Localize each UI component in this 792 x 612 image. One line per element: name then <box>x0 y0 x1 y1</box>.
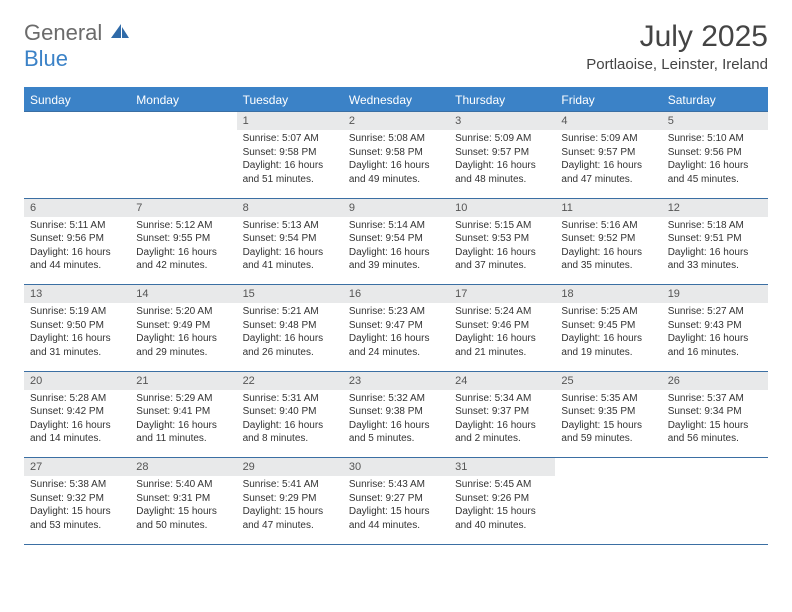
day-content-cell: Sunrise: 5:43 AMSunset: 9:27 PMDaylight:… <box>343 476 449 544</box>
day-content-cell <box>130 130 236 198</box>
title-block: July 2025 Portlaoise, Leinster, Ireland <box>586 20 768 73</box>
day-number-cell: 6 <box>24 198 130 217</box>
day-content-cell: Sunrise: 5:24 AMSunset: 9:46 PMDaylight:… <box>449 303 555 371</box>
day-content-cell <box>24 130 130 198</box>
daynum-row: 2728293031 <box>24 458 768 477</box>
day-number-cell: 8 <box>237 198 343 217</box>
day-number-cell: 13 <box>24 285 130 304</box>
day-content-cell: Sunrise: 5:45 AMSunset: 9:26 PMDaylight:… <box>449 476 555 544</box>
day-content-cell: Sunrise: 5:28 AMSunset: 9:42 PMDaylight:… <box>24 390 130 458</box>
daynum-row: 13141516171819 <box>24 285 768 304</box>
content-row: Sunrise: 5:11 AMSunset: 9:56 PMDaylight:… <box>24 217 768 285</box>
day-content-cell: Sunrise: 5:12 AMSunset: 9:55 PMDaylight:… <box>130 217 236 285</box>
day-content-cell: Sunrise: 5:41 AMSunset: 9:29 PMDaylight:… <box>237 476 343 544</box>
day-content-cell: Sunrise: 5:15 AMSunset: 9:53 PMDaylight:… <box>449 217 555 285</box>
day-number-cell: 11 <box>555 198 661 217</box>
day-content-cell: Sunrise: 5:40 AMSunset: 9:31 PMDaylight:… <box>130 476 236 544</box>
day-number-cell: 19 <box>662 285 768 304</box>
logo-sail-icon <box>109 22 131 40</box>
day-number-cell: 5 <box>662 112 768 131</box>
day-number-cell: 20 <box>24 371 130 390</box>
logo-text-blue: Blue <box>24 46 68 71</box>
day-number-cell <box>555 458 661 477</box>
day-number-cell: 24 <box>449 371 555 390</box>
day-number-cell: 21 <box>130 371 236 390</box>
day-number-cell: 9 <box>343 198 449 217</box>
content-row: Sunrise: 5:19 AMSunset: 9:50 PMDaylight:… <box>24 303 768 371</box>
day-content-cell <box>555 476 661 544</box>
day-content-cell: Sunrise: 5:19 AMSunset: 9:50 PMDaylight:… <box>24 303 130 371</box>
day-content-cell: Sunrise: 5:11 AMSunset: 9:56 PMDaylight:… <box>24 217 130 285</box>
day-content-cell: Sunrise: 5:32 AMSunset: 9:38 PMDaylight:… <box>343 390 449 458</box>
day-content-cell: Sunrise: 5:29 AMSunset: 9:41 PMDaylight:… <box>130 390 236 458</box>
day-content-cell: Sunrise: 5:14 AMSunset: 9:54 PMDaylight:… <box>343 217 449 285</box>
day-number-cell: 14 <box>130 285 236 304</box>
day-number-cell: 12 <box>662 198 768 217</box>
day-content-cell <box>662 476 768 544</box>
content-row: Sunrise: 5:07 AMSunset: 9:58 PMDaylight:… <box>24 130 768 198</box>
day-number-cell: 15 <box>237 285 343 304</box>
day-content-cell: Sunrise: 5:38 AMSunset: 9:32 PMDaylight:… <box>24 476 130 544</box>
day-number-cell: 7 <box>130 198 236 217</box>
day-content-cell: Sunrise: 5:27 AMSunset: 9:43 PMDaylight:… <box>662 303 768 371</box>
day-content-cell: Sunrise: 5:10 AMSunset: 9:56 PMDaylight:… <box>662 130 768 198</box>
daynum-row: 20212223242526 <box>24 371 768 390</box>
day-header: Friday <box>555 88 661 112</box>
day-number-cell: 1 <box>237 112 343 131</box>
day-header: Sunday <box>24 88 130 112</box>
day-number-cell: 3 <box>449 112 555 131</box>
day-header: Monday <box>130 88 236 112</box>
day-number-cell: 27 <box>24 458 130 477</box>
day-number-cell: 28 <box>130 458 236 477</box>
day-header: Wednesday <box>343 88 449 112</box>
day-content-cell: Sunrise: 5:31 AMSunset: 9:40 PMDaylight:… <box>237 390 343 458</box>
content-row: Sunrise: 5:28 AMSunset: 9:42 PMDaylight:… <box>24 390 768 458</box>
month-title: July 2025 <box>586 20 768 54</box>
day-number-cell: 25 <box>555 371 661 390</box>
day-number-cell <box>24 112 130 131</box>
calendar-table: SundayMondayTuesdayWednesdayThursdayFrid… <box>24 87 768 545</box>
daynum-row: 12345 <box>24 112 768 131</box>
daynum-row: 6789101112 <box>24 198 768 217</box>
day-content-cell: Sunrise: 5:21 AMSunset: 9:48 PMDaylight:… <box>237 303 343 371</box>
day-content-cell: Sunrise: 5:18 AMSunset: 9:51 PMDaylight:… <box>662 217 768 285</box>
day-content-cell: Sunrise: 5:16 AMSunset: 9:52 PMDaylight:… <box>555 217 661 285</box>
day-number-cell <box>130 112 236 131</box>
day-number-cell: 16 <box>343 285 449 304</box>
content-row: Sunrise: 5:38 AMSunset: 9:32 PMDaylight:… <box>24 476 768 544</box>
day-content-cell: Sunrise: 5:07 AMSunset: 9:58 PMDaylight:… <box>237 130 343 198</box>
day-content-cell: Sunrise: 5:37 AMSunset: 9:34 PMDaylight:… <box>662 390 768 458</box>
day-number-cell: 10 <box>449 198 555 217</box>
day-number-cell: 18 <box>555 285 661 304</box>
day-content-cell: Sunrise: 5:25 AMSunset: 9:45 PMDaylight:… <box>555 303 661 371</box>
day-content-cell: Sunrise: 5:09 AMSunset: 9:57 PMDaylight:… <box>449 130 555 198</box>
logo: General Blue <box>24 20 131 72</box>
day-content-cell: Sunrise: 5:13 AMSunset: 9:54 PMDaylight:… <box>237 217 343 285</box>
day-content-cell: Sunrise: 5:08 AMSunset: 9:58 PMDaylight:… <box>343 130 449 198</box>
day-number-cell: 22 <box>237 371 343 390</box>
day-number-cell <box>662 458 768 477</box>
day-number-cell: 23 <box>343 371 449 390</box>
day-content-cell: Sunrise: 5:35 AMSunset: 9:35 PMDaylight:… <box>555 390 661 458</box>
day-header: Thursday <box>449 88 555 112</box>
day-number-cell: 29 <box>237 458 343 477</box>
day-content-cell: Sunrise: 5:34 AMSunset: 9:37 PMDaylight:… <box>449 390 555 458</box>
day-content-cell: Sunrise: 5:20 AMSunset: 9:49 PMDaylight:… <box>130 303 236 371</box>
header: General Blue July 2025 Portlaoise, Leins… <box>24 20 768 73</box>
day-header: Tuesday <box>237 88 343 112</box>
day-content-cell: Sunrise: 5:09 AMSunset: 9:57 PMDaylight:… <box>555 130 661 198</box>
day-number-cell: 30 <box>343 458 449 477</box>
day-number-cell: 31 <box>449 458 555 477</box>
location: Portlaoise, Leinster, Ireland <box>586 56 768 73</box>
day-number-cell: 26 <box>662 371 768 390</box>
day-header: Saturday <box>662 88 768 112</box>
logo-text-general: General <box>24 20 102 45</box>
day-number-cell: 2 <box>343 112 449 131</box>
day-content-cell: Sunrise: 5:23 AMSunset: 9:47 PMDaylight:… <box>343 303 449 371</box>
day-number-cell: 17 <box>449 285 555 304</box>
day-header-row: SundayMondayTuesdayWednesdayThursdayFrid… <box>24 88 768 112</box>
day-number-cell: 4 <box>555 112 661 131</box>
